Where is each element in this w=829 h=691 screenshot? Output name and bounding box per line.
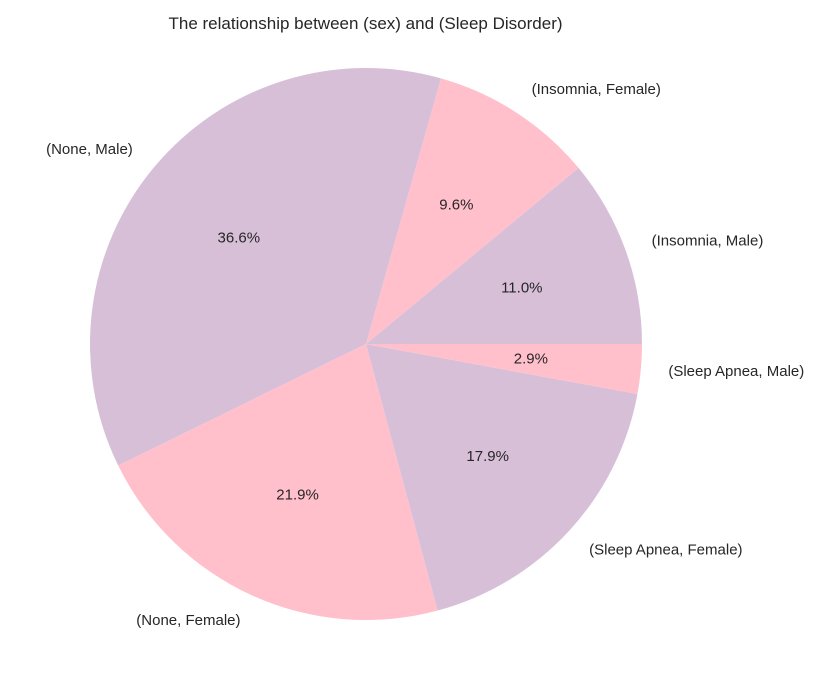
pie-slice xyxy=(366,344,642,395)
slice-category-label: (Insomnia, Male) xyxy=(652,233,764,250)
slice-category-label: (Sleep Apnea, Female) xyxy=(589,541,742,558)
chart-title: The relationship between (sex) and (Slee… xyxy=(168,14,563,33)
slice-percent-label: 2.9% xyxy=(514,351,548,368)
slice-category-label: (None, Male) xyxy=(46,141,133,158)
slice-percent-label: 9.6% xyxy=(439,197,473,214)
slice-percent-label: 21.9% xyxy=(276,486,319,503)
pie-slice xyxy=(118,344,438,620)
pie-slice xyxy=(366,344,638,611)
pie-labels: 11.0% (Insomnia, Male) 9.6% (Insomnia, Fema… xyxy=(46,81,804,629)
pie-slices xyxy=(90,68,642,620)
slice-category-label: (None, Female) xyxy=(136,612,240,629)
slice-percent-label: 11.0% xyxy=(501,279,542,296)
pie-slice xyxy=(366,167,642,344)
slice-percent-label: 36.6% xyxy=(218,229,261,246)
slice-category-label: (Insomnia, Female) xyxy=(532,81,661,98)
slice-category-label: (Sleep Apnea, Male) xyxy=(668,363,804,380)
pie-slice xyxy=(90,68,441,466)
pie-slice xyxy=(366,78,579,344)
slice-percent-label: 17.9% xyxy=(466,448,509,465)
